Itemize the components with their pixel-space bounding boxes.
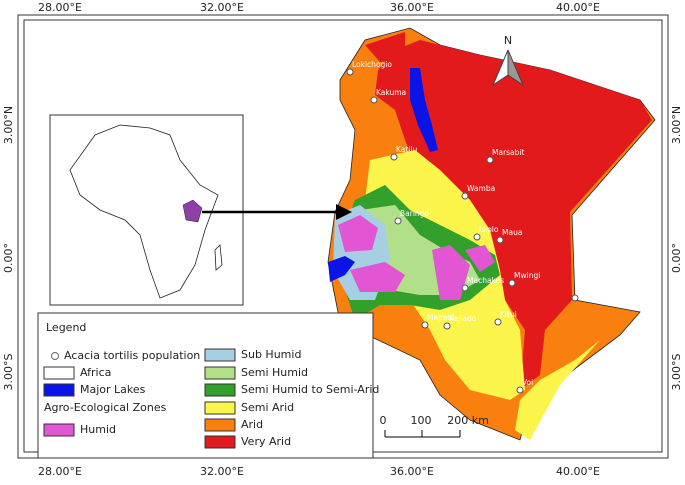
place-label: Wamba bbox=[467, 184, 495, 193]
inset-arrowhead bbox=[336, 204, 352, 220]
scale-label: 100 bbox=[411, 414, 432, 427]
zone-humid-2 bbox=[350, 262, 405, 292]
population-point bbox=[571, 294, 579, 302]
bottom-coord-label: 32.00°E bbox=[200, 465, 244, 478]
legend-label: Semi Humid to Semi-Arid bbox=[241, 383, 379, 396]
legend-title: Legend bbox=[46, 321, 86, 334]
population-point bbox=[473, 233, 481, 241]
legend-swatch bbox=[204, 401, 236, 415]
population-point bbox=[486, 156, 494, 164]
legend-label: Arid bbox=[241, 418, 263, 431]
place-label: Baringo bbox=[400, 209, 429, 218]
population-point bbox=[370, 96, 378, 104]
population-point bbox=[390, 153, 398, 161]
left-coord-label: 0.00° bbox=[2, 243, 15, 273]
population-point bbox=[394, 217, 402, 225]
place-label: Bura bbox=[577, 286, 595, 295]
zone-very-arid-nw bbox=[365, 32, 405, 62]
zone-humid-4 bbox=[465, 245, 495, 272]
legend-label: Major Lakes bbox=[80, 383, 146, 396]
scale-bar bbox=[384, 430, 461, 438]
lake-turkana bbox=[410, 68, 438, 152]
legend-subheading: Agro-Ecological Zones bbox=[44, 401, 167, 414]
zone-humid-1 bbox=[338, 215, 378, 252]
left-coord-label: 3.00°N bbox=[2, 106, 15, 144]
bottom-coord-label: 40.00°E bbox=[556, 465, 600, 478]
legend-label: Semi Arid bbox=[241, 401, 294, 414]
africa-inset bbox=[49, 114, 244, 306]
bottom-coord-label: 36.00°E bbox=[390, 465, 434, 478]
place-label: Katilu bbox=[396, 145, 417, 154]
legend-swatch bbox=[204, 366, 236, 380]
place-label: Mwingi bbox=[514, 271, 540, 280]
scale-label: 200 km bbox=[447, 414, 489, 427]
place-label: Kajiado bbox=[449, 314, 477, 323]
top-coord-label: 36.00°E bbox=[390, 1, 434, 14]
population-point bbox=[461, 284, 469, 292]
top-coord-label: 32.00°E bbox=[200, 1, 244, 14]
place-label: Machakos bbox=[467, 276, 504, 285]
right-coord-label: 3.00°S bbox=[670, 354, 683, 391]
right-coord-label: 0.00° bbox=[670, 243, 683, 273]
population-point bbox=[516, 386, 524, 394]
kenya-zones bbox=[327, 27, 656, 441]
legend-label: Humid bbox=[80, 423, 116, 436]
scale-label: 0 bbox=[380, 414, 387, 427]
population-point bbox=[508, 279, 516, 287]
legend-swatch bbox=[43, 383, 75, 397]
kenya-highlight bbox=[182, 199, 203, 223]
place-label: Lokichogio bbox=[352, 60, 392, 69]
legend-label: Semi Humid bbox=[241, 366, 308, 379]
left-coord-label: 3.00°S bbox=[2, 354, 15, 391]
population-point bbox=[346, 68, 354, 76]
bottom-coord-label: 28.00°E bbox=[38, 465, 82, 478]
legend-swatch bbox=[204, 418, 236, 432]
place-label: Voi bbox=[522, 378, 533, 387]
population-point bbox=[443, 322, 451, 330]
lake-victoria bbox=[328, 256, 355, 282]
legend-swatch bbox=[204, 348, 236, 362]
zone-semi-arid-south bbox=[515, 340, 600, 440]
legend-label: Acacia tortilis population bbox=[64, 349, 200, 362]
place-label: Maua bbox=[502, 228, 522, 237]
place-label: Kakuma bbox=[376, 88, 406, 97]
north-label: N bbox=[504, 34, 512, 47]
legend-swatch bbox=[204, 383, 236, 397]
zone-humid-3 bbox=[432, 245, 470, 300]
place-label: Isiolo bbox=[479, 225, 499, 234]
place-label: Kitui bbox=[500, 310, 517, 319]
legend-label: Africa bbox=[80, 366, 111, 379]
population-point bbox=[421, 321, 429, 329]
legend-label: Very Arid bbox=[241, 435, 291, 448]
place-label: Magadi bbox=[427, 313, 454, 322]
madagascar-shape bbox=[214, 244, 223, 271]
population-point bbox=[494, 318, 502, 326]
north-arrow-right bbox=[507, 49, 525, 87]
legend-point bbox=[51, 352, 59, 360]
right-coord-label: 3.00°N bbox=[670, 106, 683, 144]
africa-shape bbox=[69, 124, 219, 299]
population-point bbox=[461, 192, 469, 200]
top-coord-label: 40.00°E bbox=[556, 1, 600, 14]
population-point bbox=[496, 236, 504, 244]
legend-swatch bbox=[204, 435, 236, 449]
zone-very-arid bbox=[375, 40, 652, 390]
legend-swatch bbox=[43, 423, 75, 437]
legend-swatch bbox=[43, 366, 75, 380]
top-coord-label: 28.00°E bbox=[38, 1, 82, 14]
legend-label: Sub Humid bbox=[241, 348, 301, 361]
north-arrow bbox=[491, 49, 525, 87]
place-label: Marsabit bbox=[492, 148, 524, 157]
